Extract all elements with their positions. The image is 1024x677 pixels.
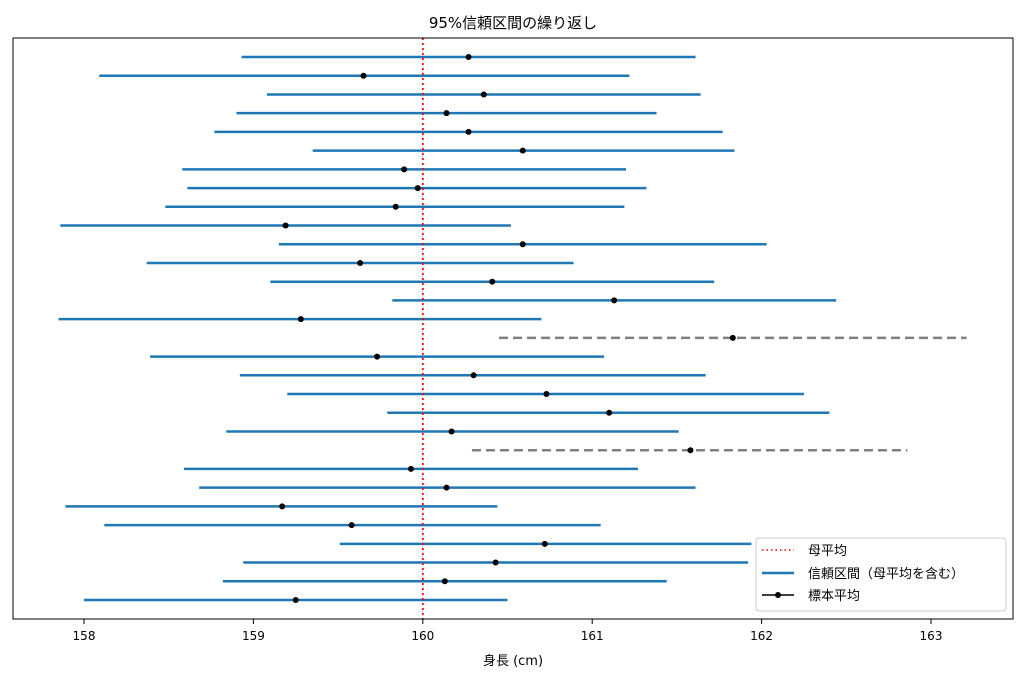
plot-frame <box>12 37 1014 620</box>
sample-mean-point <box>282 222 289 229</box>
sample-mean-point <box>687 447 694 454</box>
sample-mean-point <box>606 409 613 416</box>
x-axis-label: 身長 (cm) <box>483 653 543 669</box>
sample-mean-point <box>441 578 448 585</box>
sample-mean-point <box>414 185 421 192</box>
sample-mean-point <box>541 540 548 547</box>
sample-mean-point <box>279 503 286 510</box>
sample-mean-point <box>292 597 299 603</box>
sample-mean-point <box>357 259 364 266</box>
chart-title: 95%信頼区間の繰り返し <box>429 14 597 32</box>
sample-mean-point <box>448 428 455 435</box>
sample-mean-point <box>470 372 477 379</box>
legend-entry: 標本平均 <box>808 589 860 604</box>
sample-mean-point <box>297 316 304 323</box>
x-tick-label: 162 <box>750 629 773 643</box>
sample-mean-point <box>360 72 367 79</box>
sample-mean-point <box>519 147 526 154</box>
sample-mean-point <box>489 278 496 285</box>
legend-entry: 母平均 <box>808 544 847 559</box>
sample-mean-point <box>443 484 450 491</box>
legend: 母平均 信頼区間（母平均を含む） 標本平均 <box>755 537 1007 612</box>
sample-mean-point <box>348 522 355 529</box>
x-tick-label: 161 <box>581 629 604 643</box>
x-tick-label: 158 <box>73 629 96 643</box>
sample-mean-point <box>729 334 736 341</box>
sample-mean-point <box>480 91 487 98</box>
sample-mean-point <box>543 391 550 398</box>
sample-mean-point <box>407 465 414 472</box>
x-tick-label: 163 <box>920 629 943 643</box>
x-tick-label: 159 <box>242 629 265 643</box>
sample-mean-point <box>611 297 618 304</box>
sample-mean-point <box>465 128 472 135</box>
sample-mean-point <box>401 166 408 173</box>
sample-mean-point <box>465 54 472 60</box>
sample-mean-point <box>392 203 399 210</box>
sample-mean-point <box>374 353 381 360</box>
x-tick-label: 160 <box>411 629 434 643</box>
sample-mean-point <box>492 559 499 566</box>
legend-entry: 信頼区間（母平均を含む） <box>808 566 964 582</box>
sample-mean-point <box>443 110 450 117</box>
sample-mean-point <box>519 241 526 248</box>
